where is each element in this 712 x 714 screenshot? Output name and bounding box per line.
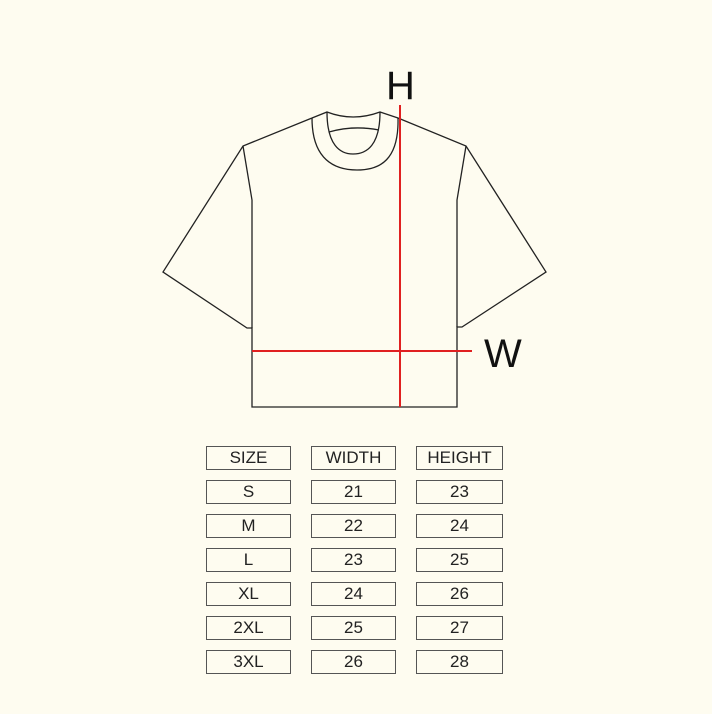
cell-size: XL: [206, 582, 291, 606]
header-height: HEIGHT: [416, 446, 503, 470]
cell-height: 23: [416, 480, 503, 504]
cell-height: 28: [416, 650, 503, 674]
cell-height: 26: [416, 582, 503, 606]
cell-width: 22: [311, 514, 396, 538]
cell-height: 25: [416, 548, 503, 572]
cell-width: 26: [311, 650, 396, 674]
cell-size: M: [206, 514, 291, 538]
cell-size: S: [206, 480, 291, 504]
cell-height: 27: [416, 616, 503, 640]
width-label: W: [484, 332, 522, 376]
cell-width: 24: [311, 582, 396, 606]
cell-height: 24: [416, 514, 503, 538]
cell-width: 21: [311, 480, 396, 504]
header-width: WIDTH: [311, 446, 396, 470]
height-label: H: [386, 64, 415, 108]
collar-outer: [311, 117, 399, 171]
cell-size: L: [206, 548, 291, 572]
collar-inner: [326, 111, 381, 155]
cell-size: 3XL: [206, 650, 291, 674]
cell-width: 25: [311, 616, 396, 640]
cell-width: 23: [311, 548, 396, 572]
tshirt-outline: [162, 111, 547, 408]
cell-size: 2XL: [206, 616, 291, 640]
header-size: SIZE: [206, 446, 291, 470]
